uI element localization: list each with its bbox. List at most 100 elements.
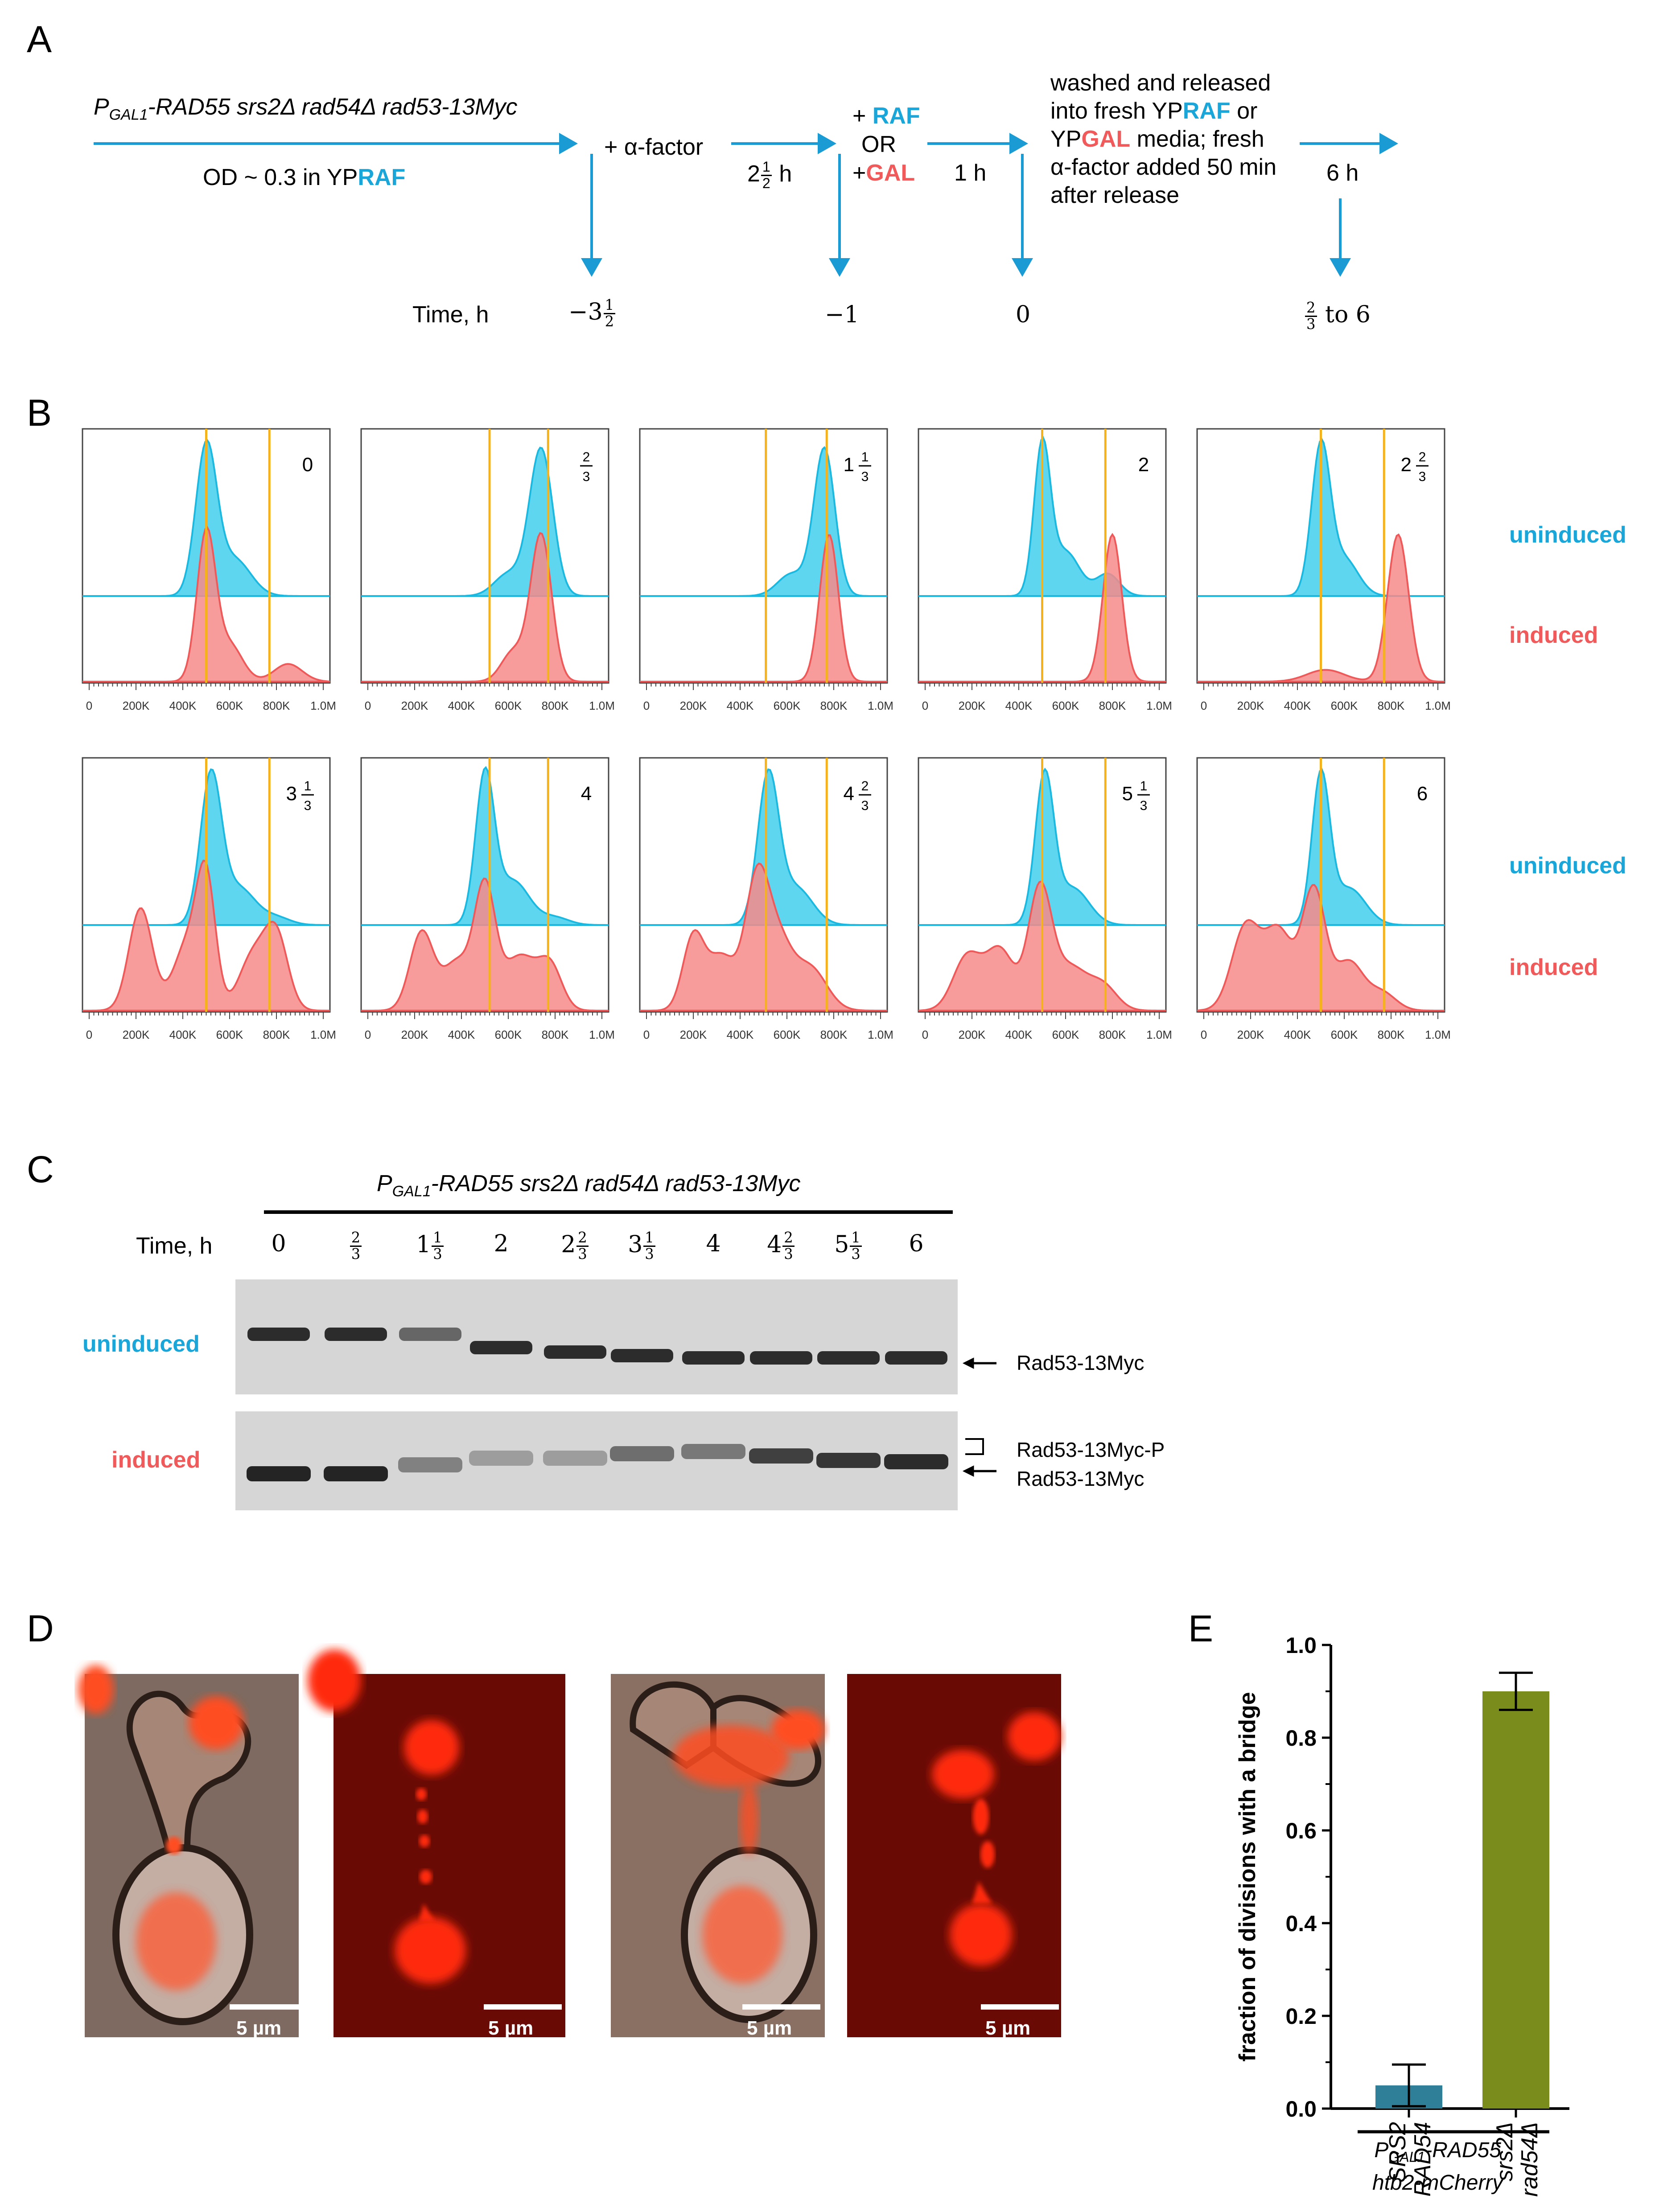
red-image-1: [308, 1649, 565, 2037]
band-uninduced: [399, 1328, 461, 1341]
uninduced-label-row1: uninduced: [1509, 522, 1626, 548]
x-tick-label: 1.0M: [589, 699, 615, 712]
x-tick-label: 0: [1201, 1028, 1207, 1041]
x-tick-label: 1.0M: [1146, 1028, 1172, 1041]
band-uninduced: [247, 1328, 310, 1341]
histogram-3: 0 200K 400K 600K 800K 1.0M 2: [918, 428, 1172, 712]
panel-a-label: A: [27, 18, 52, 60]
flow-cytometry-histograms: 0 200K 400K 600K 800K 1.0M 0 0 200K 400K 600K 800K 1…: [82, 428, 1451, 1041]
x-tick-label: 800K: [263, 699, 290, 712]
uninduced-curve: [361, 766, 609, 926]
band-uninduced: [470, 1341, 532, 1354]
band-uninduced: [611, 1349, 673, 1362]
red-image-2: [847, 1674, 1061, 2037]
scale-bar-2: [484, 2004, 562, 2010]
panel-a-arrows: [94, 133, 1398, 277]
alpha-factor-text: + α-factor: [604, 134, 704, 160]
bar-1: [1482, 1691, 1549, 2109]
histogram-1: 0 200K 400K 600K 800K 1.0M 2 3: [360, 428, 615, 712]
time-den: 3: [1419, 469, 1426, 484]
time-whole: 4: [844, 783, 854, 805]
x-tick-label: 600K: [1052, 699, 1079, 712]
band-induced: [469, 1451, 533, 1466]
scale-bar-1: [230, 2004, 308, 2010]
x-tick-label: 200K: [123, 699, 150, 712]
scale-bar-3: [742, 2004, 820, 2010]
panel-e-label: E: [1188, 1608, 1214, 1649]
band-label-top: Rad53-13Myc: [1017, 1351, 1145, 1374]
x-tick-label: 800K: [1378, 1028, 1405, 1041]
y-tick-label: 0.8: [1285, 1726, 1317, 1751]
band-induced: [816, 1453, 881, 1468]
bar-chart: 0.0 0.2 0.4 0.6 0.8 1.0 fraction of divisions …: [1235, 1633, 1569, 2197]
lane-label: 6: [909, 1230, 924, 1257]
blot-arrows: [962, 1357, 996, 1477]
band-uninduced: [750, 1351, 812, 1365]
time-num: 1: [861, 450, 869, 465]
release-text: washed and released into fresh YPRAF or …: [1050, 70, 1276, 208]
time-whole: 5: [1122, 783, 1133, 805]
x-tick-label: 1.0M: [1146, 699, 1172, 712]
x-tick-label: 800K: [542, 699, 569, 712]
lane-label: 2: [494, 1230, 509, 1257]
x-tick-label: 200K: [123, 1028, 150, 1041]
x-tick-label: 400K: [1005, 699, 1033, 712]
x-tick-label: 800K: [820, 1028, 848, 1041]
x-tick-label: 600K: [774, 1028, 801, 1041]
band-uninduced: [885, 1351, 947, 1365]
band-uninduced: [682, 1351, 745, 1365]
x-tick-label: 200K: [959, 699, 986, 712]
time-whole: 4: [581, 783, 592, 805]
x-tick-label: 400K: [169, 1028, 197, 1041]
time-point-1: −3 1 2: [568, 297, 616, 329]
x-tick-label: 400K: [1005, 1028, 1033, 1041]
x-tick-label: 200K: [680, 1028, 707, 1041]
scale-label-1: 5 µm: [236, 2017, 282, 2039]
time-axis-label: Time, h: [412, 302, 489, 328]
histogram-7: 0 200K 400K 600K 800K 1.0M 4 2 3: [639, 757, 893, 1041]
panel-a-genotype: PGAL1-RAD55 srs2Δ rad54Δ rad53-13Myc: [94, 94, 518, 123]
y-tick-label: 0.6: [1285, 1818, 1317, 1843]
uninduced-curve: [640, 768, 887, 926]
x-tick-label: 0: [643, 699, 650, 712]
x-tick-label: 200K: [1237, 699, 1264, 712]
lane-label: 0: [271, 1230, 286, 1257]
band-label-phospho: Rad53-13Myc-P: [1017, 1438, 1165, 1461]
x-tick-label: 200K: [680, 699, 707, 712]
x-tick-label: 0: [365, 1028, 371, 1041]
x-tick-label: 400K: [727, 699, 754, 712]
x-tick-label: 0: [365, 699, 371, 712]
x-tick-label: 0: [922, 1028, 928, 1041]
x-tick-label: 1.0M: [310, 1028, 336, 1041]
x-tick-label: 600K: [495, 699, 522, 712]
time-num: 1: [304, 779, 312, 794]
category-line2: RAD54: [1410, 2122, 1436, 2197]
x-tick-label: 1.0M: [589, 1028, 615, 1041]
time-whole: 6: [1417, 783, 1428, 805]
x-tick-label: 800K: [263, 1028, 290, 1041]
x-tick-label: 1.0M: [1425, 1028, 1451, 1041]
step3-time: 1 h: [954, 160, 987, 186]
x-tick-label: 1.0M: [1425, 699, 1451, 712]
blot-time-label: Time, h: [136, 1233, 213, 1259]
panel-b-label: B: [27, 392, 52, 434]
x-tick-label: 800K: [1099, 699, 1126, 712]
histogram-2: 0 200K 400K 600K 800K 1.0M1 13: [639, 428, 893, 712]
time-den: 3: [1140, 798, 1148, 813]
scale-bar-4: [981, 2004, 1059, 2010]
merged-image-2: [611, 1674, 825, 2037]
merged-image-1: [78, 1665, 299, 2037]
x-tick-label: 600K: [1331, 1028, 1358, 1041]
x-tick-label: 600K: [774, 699, 801, 712]
time-num: 1: [1140, 779, 1148, 794]
band-label-bottom: Rad53-13Myc: [1017, 1467, 1145, 1490]
time-whole: 2: [1138, 454, 1149, 476]
x-tick-label: 400K: [727, 1028, 754, 1041]
scale-label-4: 5 µm: [985, 2017, 1031, 2039]
